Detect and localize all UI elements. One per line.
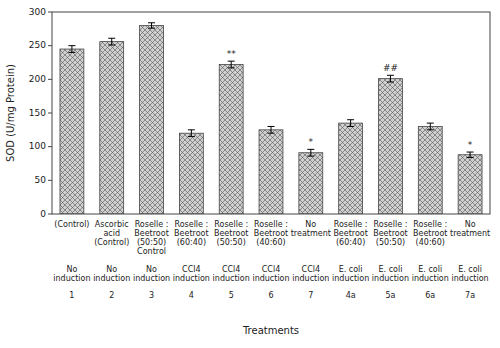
plot-frame: [52, 12, 490, 214]
x-axis-label: Treatments: [242, 325, 299, 336]
annotation: **: [227, 49, 237, 59]
bar: [219, 65, 243, 214]
y-tick: [48, 113, 52, 114]
error-bar: [467, 152, 474, 157]
bar: [60, 49, 84, 214]
y-tick-label: 50: [35, 175, 47, 185]
y-tick-label: 0: [40, 209, 46, 219]
bar: [299, 153, 323, 214]
bar: [140, 25, 164, 214]
category-number-label: 6a: [425, 291, 435, 300]
category-number-label: 2: [109, 291, 114, 300]
y-tick: [48, 214, 52, 215]
bars: [60, 23, 482, 214]
bar: [418, 126, 442, 214]
category-group-label: Noinduction: [93, 265, 130, 283]
error-bar: [148, 23, 155, 28]
error-bar: [387, 75, 394, 82]
y-axis: 0 50 100 150 200 250 300: [29, 7, 52, 219]
category-label: Notreatment: [291, 220, 331, 238]
y-tick: [48, 180, 52, 181]
y-tick-label: 250: [29, 40, 46, 50]
error-bar: [228, 61, 235, 68]
y-tick-label: 150: [29, 108, 46, 118]
y-tick: [48, 45, 52, 46]
error-bar: [347, 120, 354, 127]
category-label: Ascorbicacid(Control): [94, 220, 129, 247]
category-number-label: 7: [308, 291, 313, 300]
category-label: Roselle :Beetroot(60:40): [174, 220, 209, 247]
category-label: Roselle :Beetroot(40:60): [254, 220, 289, 247]
category-number-label: 1: [69, 291, 74, 300]
category-number-label: 7a: [465, 291, 475, 300]
bar: [179, 133, 203, 214]
y-tick-label: 300: [29, 7, 46, 17]
category-label: Notreatment: [450, 220, 490, 238]
category-group-label: Noinduction: [133, 265, 170, 283]
category-group-label: E. coliinduction: [452, 265, 489, 283]
category-number-label: 5a: [385, 291, 395, 300]
category-number-label: 6: [268, 291, 273, 300]
annotation: *: [309, 137, 314, 147]
category-number-label: 3: [149, 291, 154, 300]
bar: [458, 155, 482, 214]
category-label: (Control): [54, 220, 89, 229]
category-label: Roselle :Beetroot(50:50)Control: [134, 220, 169, 256]
category-group-label: CCl4induction: [252, 265, 289, 283]
error-bar: [68, 46, 75, 53]
error-bar: [188, 130, 195, 137]
bar: [339, 123, 363, 214]
category-group-label: Noinduction: [53, 265, 90, 283]
bar: [379, 79, 403, 214]
category-group-label: E. coliinduction: [332, 265, 369, 283]
error-bar: [268, 126, 275, 133]
category-group-label: CCl4induction: [292, 265, 329, 283]
x-category-labels: (Control) Noinduction 1 Ascorbicacid(Contro…: [53, 220, 490, 300]
category-number-label: 4a: [346, 291, 356, 300]
category-group-label: CCl4induction: [213, 265, 250, 283]
annotation: ##: [383, 63, 398, 73]
category-label: Roselle :Beetroot(40:60): [413, 220, 448, 247]
category-label: Roselle :Beetroot(60:40): [333, 220, 368, 247]
category-number-label: 5: [229, 291, 234, 300]
y-tick: [48, 79, 52, 80]
annotations: ***##*: [227, 49, 473, 150]
category-label: Roselle :Beetroot(50:50): [373, 220, 408, 247]
category-group-label: CCl4induction: [173, 265, 210, 283]
page: {"chart_data": { "type": "bar", "categor…: [0, 0, 500, 348]
category-group-label: E. coliinduction: [412, 265, 449, 283]
category-number-label: 4: [189, 291, 194, 300]
y-tick-label: 100: [29, 141, 46, 151]
annotation: *: [468, 140, 473, 150]
category-group-label: E. coliinduction: [372, 265, 409, 283]
y-tick: [48, 146, 52, 147]
error-bar: [108, 38, 115, 45]
y-axis-label: SOD (U/mg Protein): [5, 64, 16, 162]
bar: [259, 130, 283, 214]
error-bar: [427, 123, 434, 130]
y-tick: [48, 12, 52, 13]
chart: 050100150200250300SOD (U/mg Protein)***#…: [0, 0, 500, 348]
error-bar: [307, 149, 314, 156]
category-label: Roselle :Beetroot(50:50): [214, 220, 249, 247]
bar: [100, 42, 124, 214]
y-tick-label: 200: [29, 74, 46, 84]
